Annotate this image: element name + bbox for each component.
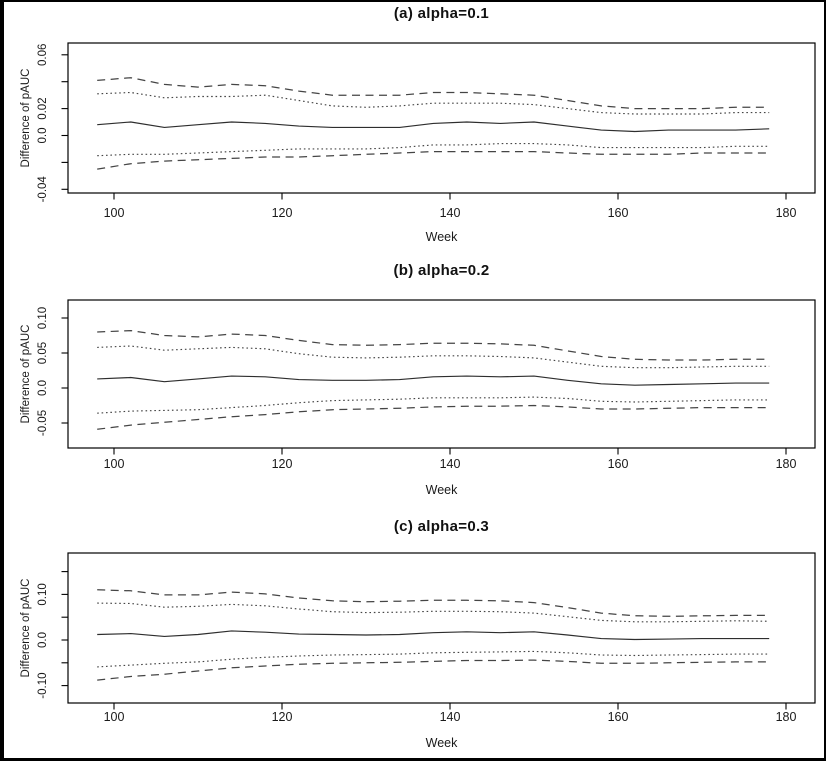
y-axis-tick-label: -0.04: [37, 176, 49, 203]
y-axis-tick-label: 0.06: [37, 44, 49, 66]
x-axis-tick-label: 100: [104, 206, 125, 220]
page-right-border: [824, 0, 826, 761]
y-axis-label: Difference of pAUC: [20, 69, 32, 168]
series-line-lower-outer-dashed: [97, 150, 770, 170]
y-axis-tick-label: 0.10: [37, 307, 49, 329]
page-left-border: [0, 0, 4, 761]
chart-plot-c: 0.10 0.0 -0.10 100 120 140 160 180 Week Differenc…: [20, 552, 816, 750]
series-line-upper-inner-dotted: [97, 91, 770, 115]
chart-title-a: (a) alpha=0.1: [393, 5, 490, 22]
series-line-estimate-solid: [97, 121, 770, 133]
x-axis-label: Week: [426, 230, 458, 244]
chart-title-c: (c) alpha=0.3: [393, 518, 490, 535]
series-line-upper-outer-dashed: [97, 77, 770, 110]
page-bottom-border: [0, 758, 826, 761]
x-axis-tick-label: 100: [104, 457, 125, 471]
chart-panel-c: (c) alpha=0.3 0.10 0.0 -0.10 100 120 140 160 18…: [0, 505, 830, 761]
x-axis-tick-label: 100: [104, 710, 125, 724]
series-line-upper-outer-dashed: [97, 589, 770, 617]
y-axis-tick-label: 0.0: [37, 632, 49, 648]
chart-title-b: (b) alpha=0.2: [393, 262, 490, 279]
series-line-estimate-solid: [97, 630, 770, 641]
chart-plot-a: 0.06 0.02 0.0 -0.04 100 120 140 160 180 Week Diffe…: [20, 42, 816, 244]
y-axis-tick-label: 0.0: [37, 128, 49, 144]
x-axis-tick-label: 180: [776, 457, 797, 471]
series-line-lower-outer-dashed: [97, 659, 770, 681]
y-axis-tick-label: 0.10: [37, 583, 49, 605]
y-axis-label: Difference of pAUC: [20, 325, 32, 424]
plot-box: [67, 299, 816, 449]
x-axis-tick-label: 140: [440, 710, 461, 724]
page-top-border: [0, 0, 826, 2]
x-axis-tick-label: 160: [608, 457, 629, 471]
plot-box: [67, 552, 816, 704]
series-line-estimate-solid: [97, 375, 770, 386]
y-axis-label: Difference of pAUC: [20, 579, 32, 678]
plot-box: [67, 42, 816, 194]
x-axis-tick-label: 180: [776, 710, 797, 724]
series-line-lower-inner-dotted: [97, 650, 770, 668]
chart-panel-a: (a) alpha=0.1 0.06 0.02 0.0 -0.04 100 120 140 1…: [0, 0, 830, 250]
x-axis-tick-label: 140: [440, 206, 461, 220]
chart-panel-b: (b) alpha=0.2 0.10 0.05 0.0 -0.05 100 120 140 1…: [0, 250, 830, 505]
y-axis-tick-label: -0.05: [37, 410, 49, 436]
x-axis-tick-label: 120: [272, 710, 293, 724]
x-axis-tick-label: 120: [272, 206, 293, 220]
x-axis-tick-label: 180: [776, 206, 797, 220]
series-line-lower-inner-dotted: [97, 396, 770, 414]
series-line-lower-outer-dashed: [97, 404, 770, 430]
series-line-upper-inner-dotted: [97, 602, 770, 623]
series-line-upper-outer-dashed: [97, 329, 770, 361]
x-axis-label: Week: [426, 483, 458, 497]
series-line-upper-inner-dotted: [97, 345, 770, 369]
x-axis-tick-label: 160: [608, 710, 629, 724]
chart-plot-b: 0.10 0.05 0.0 -0.05 100 120 140 160 180 Week Diffe…: [20, 299, 816, 497]
y-axis-tick-label: 0.0: [37, 380, 49, 396]
x-axis-tick-label: 120: [272, 457, 293, 471]
y-axis-tick-label: 0.05: [37, 342, 49, 364]
y-axis-tick-label: -0.10: [37, 672, 49, 698]
y-axis-tick-label: 0.02: [37, 97, 49, 119]
x-axis-tick-label: 140: [440, 457, 461, 471]
x-axis-tick-label: 160: [608, 206, 629, 220]
x-axis-label: Week: [426, 736, 458, 750]
